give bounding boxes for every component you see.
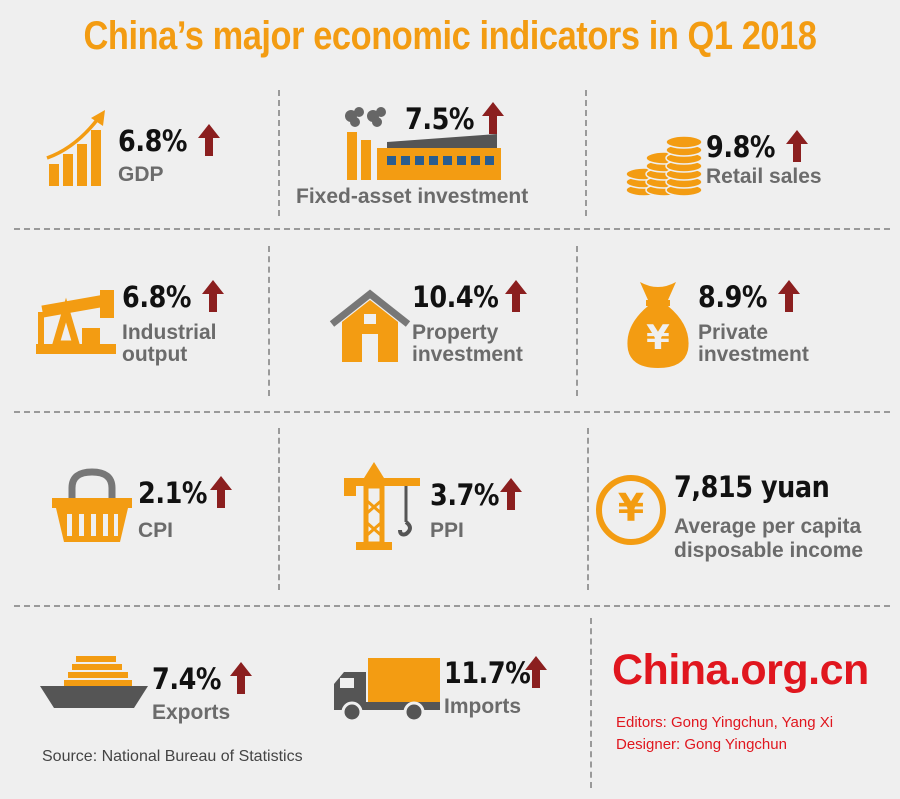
gdp-label: GDP: [118, 163, 164, 186]
cpi-label: CPI: [138, 519, 174, 542]
up-arrow-icon: [230, 662, 252, 694]
row-divider-1: [14, 228, 890, 230]
up-arrow-icon: [505, 280, 527, 312]
disposable-income-label-line2: disposable income: [674, 539, 864, 562]
fixed-asset-value: 7.5%: [405, 102, 475, 136]
up-arrow-icon: [198, 124, 220, 156]
factory-icon: [345, 107, 501, 180]
editors-credit: Editors: Gong Yingchun, Yang Xi: [616, 714, 834, 731]
fixed-asset-label: Fixed-asset investment: [296, 185, 529, 208]
yuan-coin-icon: [596, 475, 666, 545]
property-investment-label-line2: investment: [412, 343, 523, 366]
property-investment-value: 10.4%: [412, 280, 499, 314]
up-arrow-icon: [786, 130, 808, 162]
imports-value: 11.7%: [444, 656, 531, 690]
up-arrow-icon: [202, 280, 224, 312]
col-divider: [268, 246, 270, 396]
disposable-income-label-line1: Average per capita: [674, 515, 862, 538]
row-divider-2: [14, 411, 890, 413]
up-arrow-icon: [482, 102, 504, 134]
industrial-output-label-line2: output: [122, 343, 188, 366]
exports-value: 7.4%: [152, 662, 222, 696]
up-arrow-icon: [500, 478, 522, 510]
col-divider: [585, 90, 587, 216]
oil-pump-icon: [36, 290, 116, 354]
yuan-symbol: ¥: [646, 318, 670, 358]
disposable-income-value: 7,815 yuan: [674, 470, 830, 504]
retail-sales-value: 9.8%: [706, 130, 776, 164]
cpi-value: 2.1%: [138, 476, 208, 510]
col-divider: [278, 428, 280, 590]
crane-icon: [344, 462, 420, 550]
ship-icon: [40, 656, 148, 708]
money-bag-icon: [627, 282, 689, 368]
private-investment-label-line2: investment: [698, 343, 809, 366]
property-investment-label-line1: Property: [412, 321, 499, 344]
col-divider: [278, 90, 280, 216]
col-divider: [576, 246, 578, 396]
designer-credit: Designer: Gong Yingchun: [616, 736, 787, 753]
up-arrow-icon: [778, 280, 800, 312]
private-investment-label-line1: Private: [698, 321, 769, 344]
imports-label: Imports: [444, 695, 522, 718]
source-note: Source: National Bureau of Statistics: [42, 748, 303, 765]
up-arrow-icon: [525, 656, 547, 688]
gdp-value: 6.8%: [118, 124, 188, 158]
ppi-label: PPI: [430, 519, 464, 542]
growth-bars-icon: [46, 110, 105, 186]
exports-label: Exports: [152, 701, 231, 724]
private-investment-value: 8.9%: [698, 280, 768, 314]
truck-icon: [334, 658, 440, 722]
house-icon: [329, 289, 411, 362]
row-divider-3: [14, 605, 890, 607]
col-divider: [587, 428, 589, 590]
industrial-output-label-line1: Industrial: [122, 321, 217, 344]
retail-sales-label: Retail sales: [706, 165, 822, 188]
yuan-coin-symbol: ¥: [617, 486, 645, 530]
ppi-value: 3.7%: [430, 478, 500, 512]
coins-icon: [625, 135, 703, 197]
col-divider: [590, 618, 592, 788]
page-title: China’s major economic indicators in Q1 …: [83, 14, 817, 58]
basket-icon: [52, 468, 132, 542]
industrial-output-value: 6.8%: [122, 280, 192, 314]
brand-logo: China.org.cn: [612, 646, 869, 694]
up-arrow-icon: [210, 476, 232, 508]
